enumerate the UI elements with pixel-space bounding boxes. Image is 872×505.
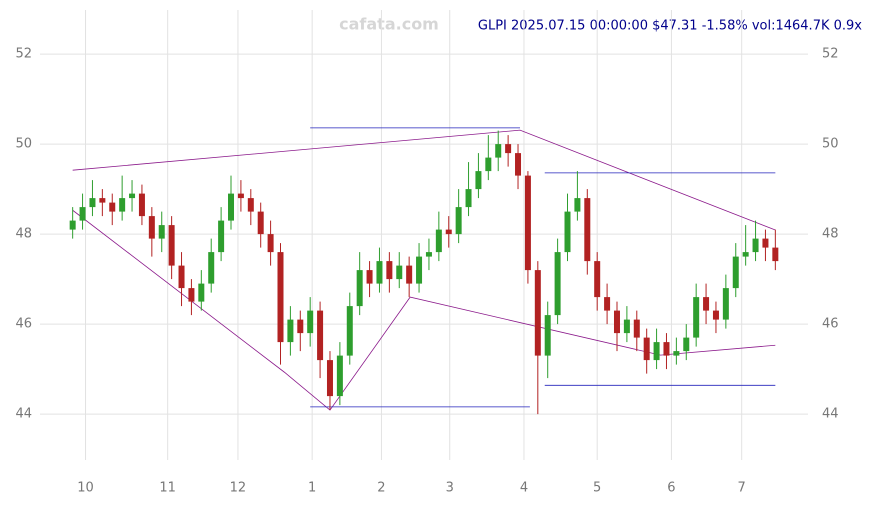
- candle-body: [267, 234, 274, 253]
- candle-body: [544, 315, 551, 356]
- candle-body: [277, 252, 284, 343]
- candle-body: [623, 319, 630, 334]
- x-tick-label: 7: [738, 481, 746, 496]
- candle-body: [772, 247, 779, 262]
- candle-body: [188, 288, 195, 302]
- y-tick-label: 48: [15, 227, 32, 242]
- candle-body: [683, 337, 690, 352]
- candle-body: [465, 189, 472, 208]
- x-tick-label: 1: [308, 481, 316, 496]
- candle-body: [495, 144, 502, 158]
- watermark: cafata.com: [339, 15, 439, 34]
- candle-body: [445, 229, 452, 235]
- candle-body: [693, 297, 700, 338]
- candle-body: [604, 297, 611, 311]
- candle-body: [336, 355, 343, 397]
- x-tick-label: 10: [77, 481, 94, 496]
- y-tick-label: 52: [15, 47, 32, 62]
- candle-body: [158, 225, 165, 239]
- x-tick-label: 11: [159, 481, 176, 496]
- candle-body: [129, 193, 136, 199]
- candle-body: [396, 265, 403, 280]
- candle-body: [69, 220, 76, 230]
- candle-body: [455, 207, 462, 235]
- candle-body: [89, 198, 96, 208]
- y-tick-label-right: 46: [822, 317, 839, 332]
- candle-body: [406, 265, 413, 284]
- candle-body: [346, 306, 353, 356]
- y-tick-label-right: 52: [822, 47, 839, 62]
- candle-body: [564, 211, 571, 253]
- y-tick-label: 44: [15, 407, 32, 422]
- candle-body: [703, 297, 710, 311]
- x-tick-label: 5: [593, 481, 601, 496]
- candle-body: [326, 360, 333, 397]
- candle-body: [287, 319, 294, 343]
- candle-body: [435, 229, 442, 253]
- candle-body: [425, 252, 432, 257]
- trend-line: [72, 129, 776, 231]
- y-tick-label: 50: [15, 137, 32, 152]
- candle-body: [237, 193, 244, 199]
- candle-body: [673, 351, 680, 356]
- candle-body: [257, 211, 264, 235]
- candle-body: [633, 319, 640, 338]
- candle-body: [228, 193, 235, 221]
- candle-body: [732, 256, 739, 289]
- candle-body: [613, 310, 620, 334]
- candle-body: [109, 202, 116, 212]
- candle-body: [752, 238, 759, 253]
- candle-body: [168, 225, 175, 266]
- candle-body: [376, 261, 383, 284]
- candle-body: [297, 319, 304, 334]
- candle-body: [762, 238, 769, 248]
- candle-body: [515, 153, 522, 176]
- candle-body: [574, 198, 581, 212]
- candle-body: [505, 144, 512, 154]
- candle-body: [247, 198, 254, 212]
- candle-body: [356, 270, 363, 307]
- candle-body: [178, 265, 185, 289]
- y-tick-label-right: 48: [822, 227, 839, 242]
- candle-body: [366, 270, 373, 284]
- y-tick-label: 46: [15, 317, 32, 332]
- candle-body: [475, 171, 482, 190]
- candle-body: [643, 337, 650, 361]
- candle-body: [584, 198, 591, 262]
- candle-body: [653, 342, 660, 361]
- candle-body: [307, 310, 314, 334]
- chart-title: GLPI 2025.07.15 00:00:00 $47.31 -1.58% v…: [478, 19, 862, 34]
- x-tick-label: 2: [377, 481, 385, 496]
- candle-body: [534, 270, 541, 356]
- candle-body: [554, 252, 561, 316]
- candle-body: [594, 261, 601, 298]
- x-tick-label: 4: [520, 481, 528, 496]
- candle-body: [218, 220, 225, 253]
- candle-body: [742, 252, 749, 257]
- candle-body: [712, 310, 719, 320]
- candle-body: [663, 342, 670, 356]
- candle-body: [317, 310, 324, 361]
- candle-body: [79, 207, 86, 221]
- y-tick-label-right: 44: [822, 407, 839, 422]
- x-tick-label: 6: [667, 481, 675, 496]
- candle-body: [722, 288, 729, 320]
- candle-body: [138, 193, 145, 217]
- candle-body: [485, 157, 492, 172]
- candle-body: [148, 216, 155, 239]
- candle-body: [119, 198, 126, 212]
- candle-body: [198, 283, 205, 302]
- candle-body: [524, 175, 531, 271]
- candle-body: [208, 252, 215, 284]
- candle-body: [99, 198, 106, 203]
- candle-body: [386, 261, 393, 280]
- candle-body: [416, 256, 423, 284]
- y-tick-label-right: 50: [822, 137, 839, 152]
- x-tick-label: 3: [446, 481, 454, 496]
- x-tick-label: 12: [230, 481, 247, 496]
- trend-line: [72, 209, 776, 411]
